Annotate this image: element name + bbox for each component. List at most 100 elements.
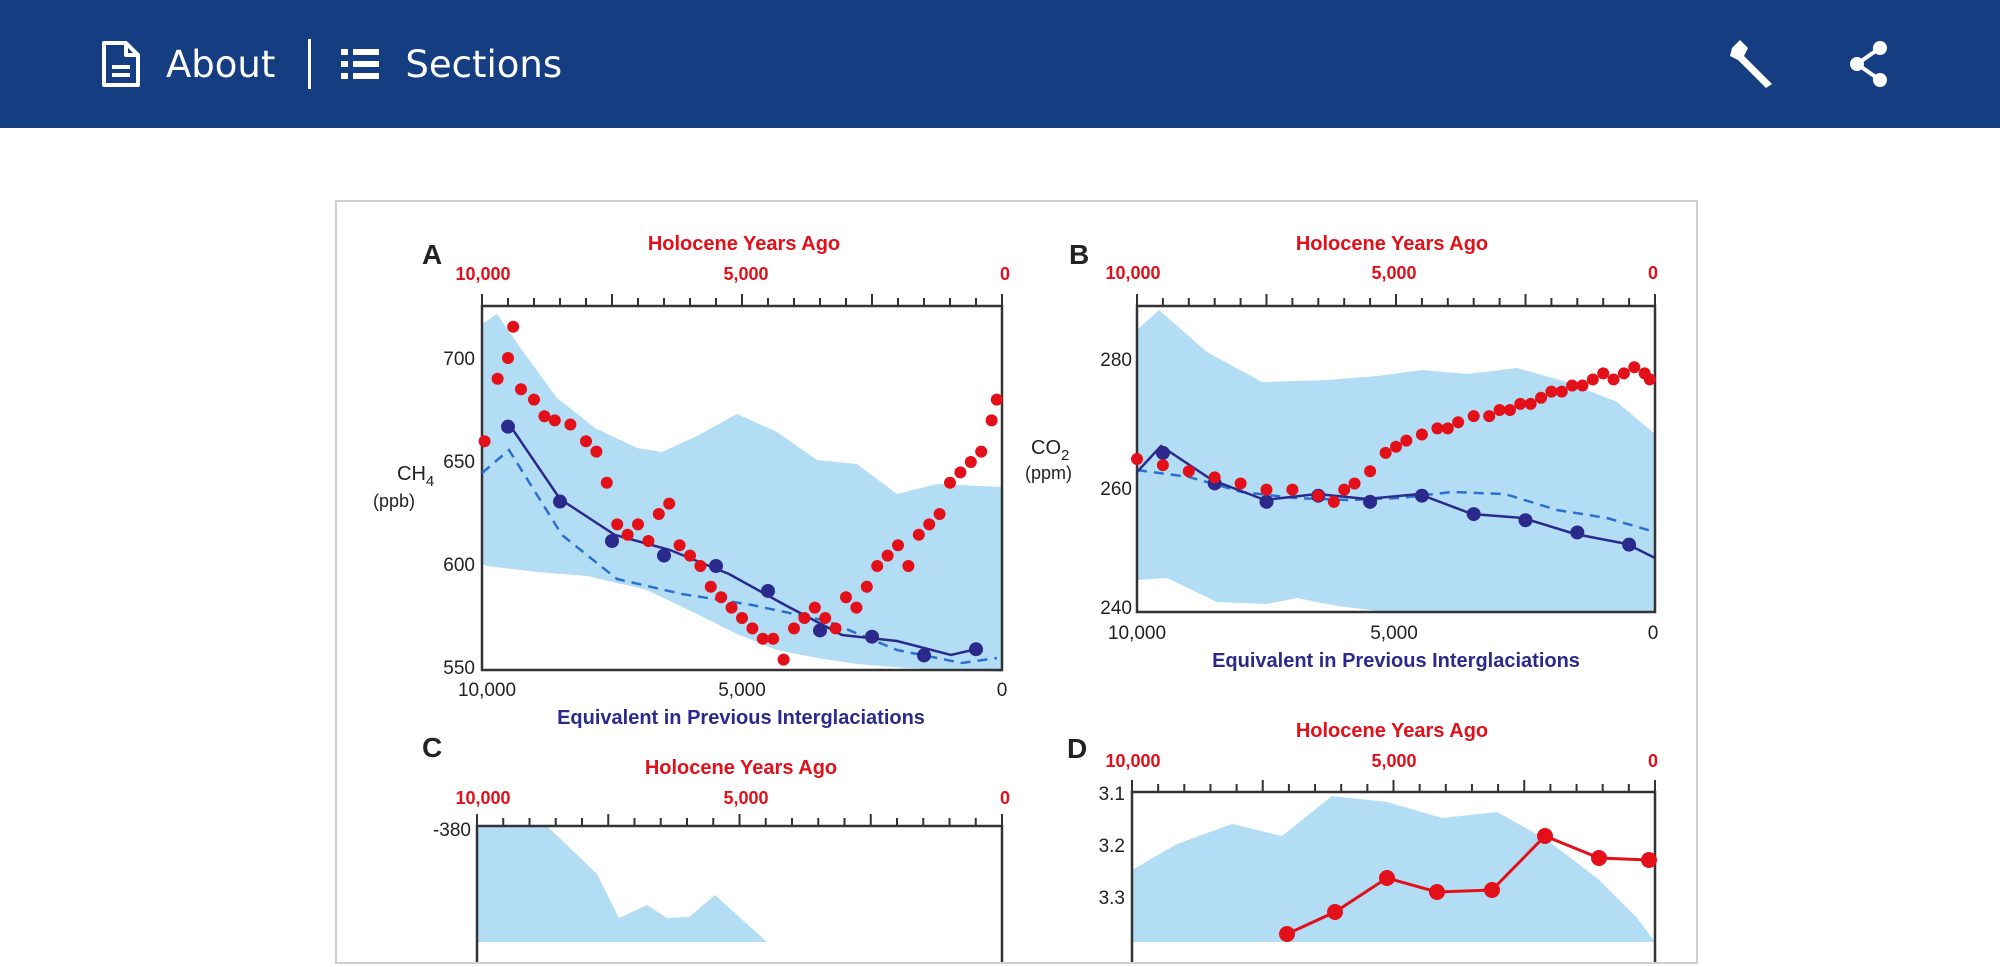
holocene-point (1514, 397, 1527, 410)
panel-b-interglacial-line (1136, 444, 1656, 560)
holocene-point (611, 518, 624, 531)
panel-c-top-tick: 0 (1000, 788, 1010, 808)
holocene-point (1379, 870, 1395, 886)
panel-b-top-ticks (1136, 294, 1656, 306)
holocene-point (954, 466, 967, 479)
holocene-point (850, 601, 863, 614)
holocene-point (798, 612, 811, 624)
holocene-point (1234, 477, 1247, 490)
holocene-point (985, 414, 998, 427)
holocene-point (892, 539, 904, 552)
interglacial-point (969, 642, 983, 657)
holocene-point (912, 528, 925, 541)
holocene-point (621, 528, 634, 541)
sections-button[interactable]: Sections (341, 43, 562, 86)
holocene-point (652, 508, 665, 520)
panel-b-bottom-tick: 10,000 (1108, 623, 1166, 644)
holocene-point (1400, 434, 1413, 447)
holocene-point (725, 601, 738, 614)
holocene-point (1260, 483, 1273, 496)
holocene-point (632, 518, 644, 531)
interglacial-point (1259, 494, 1274, 509)
share-icon (1850, 41, 1887, 87)
holocene-point (491, 372, 504, 385)
panel-c-top-title: Holocene Years Ago (645, 757, 837, 779)
about-label: About (166, 42, 276, 86)
interglacial-point (1518, 513, 1533, 528)
holocene-point (1586, 373, 1599, 386)
holocene-point (1348, 477, 1361, 490)
holocene-point (1338, 483, 1351, 496)
panel-d-holocene-line (1286, 834, 1650, 936)
holocene-point (1415, 428, 1428, 441)
holocene-point (515, 383, 527, 396)
interglacial-point (1155, 445, 1170, 460)
panel-a-interglacial-line (507, 423, 982, 657)
holocene-point (1643, 373, 1656, 386)
holocene-point (1503, 404, 1516, 417)
top-navigation-bar: About Sections (0, 0, 2000, 128)
holocene-point (673, 539, 686, 552)
panel-b-letter: B (1069, 239, 1089, 270)
panel-c-top-tick: 5,000 (723, 788, 768, 808)
holocene-point (1429, 884, 1445, 900)
holocene-point (1431, 422, 1444, 435)
panel-a-top-ticks (481, 294, 1003, 306)
about-button[interactable]: About (100, 40, 275, 88)
panel-b-ylabel-unit: (ppm) (1025, 463, 1072, 483)
panel-b-bottom-title: Equivalent in Previous Interglaciations (1212, 650, 1580, 672)
interglacial-point (917, 648, 931, 663)
figure-svg: A Holocene Years Ago 10,000 5,000 0 CH4 … (373, 233, 1658, 962)
panel-d-top-tick: 10,000 (1105, 751, 1160, 771)
share-button[interactable] (1844, 38, 1896, 90)
panel-b-envelope (1137, 310, 1655, 612)
holocene-point (642, 535, 655, 548)
panel-b-holocene-points (1131, 361, 1656, 508)
interglacial-point (553, 494, 567, 509)
panel-a-ytick: 600 (443, 555, 475, 576)
panel-b-interglacial-dashed (1136, 468, 1656, 534)
panel-a-bottom-tick: 5,000 (718, 680, 766, 701)
panel-d-ytick: 3.1 (1099, 784, 1125, 805)
panel-b-ytick: 280 (1100, 350, 1132, 371)
panel-d: D Holocene Years Ago 10,000 5,000 0 3.1 … (1067, 720, 1658, 962)
figure-frame: A Holocene Years Ago 10,000 5,000 0 CH4 … (335, 200, 1698, 964)
panel-c-top-tick: 10,000 (455, 788, 510, 808)
holocene-point (923, 518, 936, 531)
panel-d-ytick: 3.3 (1099, 888, 1125, 909)
holocene-point (1493, 404, 1506, 417)
panel-b-ylabel-main: CO (1031, 437, 1061, 459)
holocene-point (1379, 446, 1392, 459)
interglacial-point (865, 629, 879, 644)
panel-a-ylabel-main: CH (397, 463, 426, 485)
holocene-point (564, 418, 577, 431)
holocene-point (881, 549, 894, 562)
holocene-point (1327, 495, 1340, 508)
holocene-point (1452, 416, 1465, 429)
holocene-point (600, 476, 613, 489)
interglacial-point (1363, 494, 1378, 509)
panel-a-ylabel: CH4 (397, 463, 434, 490)
holocene-point (767, 632, 780, 645)
panel-a-top-tick: 0 (1000, 264, 1010, 284)
list-icon (341, 49, 380, 79)
holocene-point (777, 653, 790, 666)
panel-d-top-ticks (1131, 780, 1656, 792)
holocene-point (1286, 483, 1299, 496)
panel-a-bottom-title: Equivalent in Previous Interglaciations (557, 707, 925, 729)
panel-a-ytick: 700 (443, 349, 475, 370)
interglacial-point (657, 548, 671, 563)
holocene-point (580, 435, 592, 448)
panel-a: A Holocene Years Ago 10,000 5,000 0 CH4 … (373, 233, 1010, 729)
holocene-point (736, 612, 748, 624)
panel-a-top-tick: 5,000 (723, 264, 768, 284)
holocene-point (756, 632, 769, 645)
panel-d-top-title: Holocene Years Ago (1296, 720, 1488, 742)
panel-b-ylabel-sub: 2 (1061, 447, 1069, 464)
panel-d-envelope (1132, 796, 1655, 942)
panel-b-ytick: 260 (1100, 479, 1132, 500)
tools-button[interactable] (1726, 38, 1778, 90)
holocene-point (746, 622, 759, 635)
panel-a-bottom-tick: 0 (997, 680, 1008, 701)
panel-a-ylabel-sub: 4 (426, 473, 434, 490)
